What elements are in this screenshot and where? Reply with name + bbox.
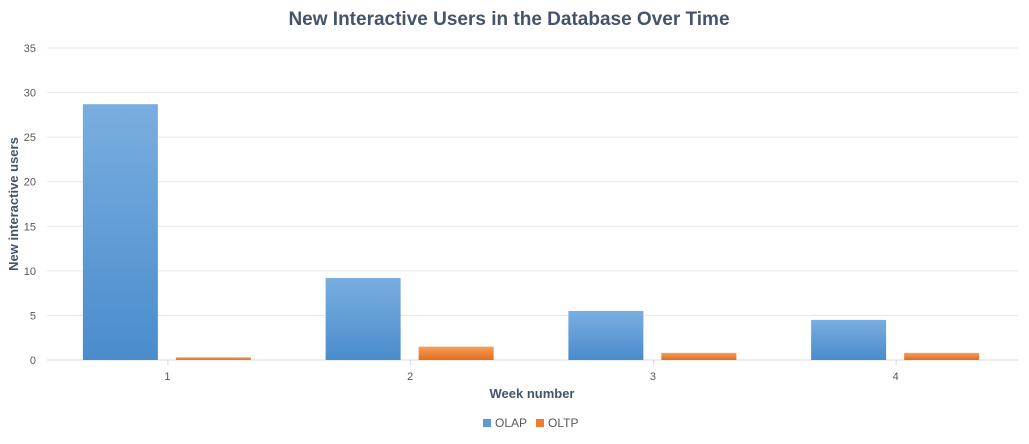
bar-oltp	[175, 357, 251, 360]
x-tick-label: 1	[164, 371, 170, 383]
legend-item-oltp: OLTP	[536, 416, 578, 430]
legend-label: OLAP	[495, 416, 527, 430]
x-tick-label: 2	[407, 371, 413, 383]
legend-item-olap: OLAP	[483, 416, 527, 430]
legend-swatch	[536, 419, 544, 427]
bar-oltp	[904, 352, 980, 360]
y-tick-label: 35	[24, 43, 36, 55]
y-tick-label: 10	[24, 266, 36, 278]
x-tick-label: 4	[893, 371, 899, 383]
bar-oltp	[661, 352, 737, 360]
bar-olap	[568, 310, 644, 360]
y-tick-label: 0	[30, 355, 36, 367]
y-axis-label: New interactive users	[6, 137, 21, 271]
y-tick-label: 25	[24, 132, 36, 144]
gridlines	[47, 47, 1018, 361]
y-tick-label: 15	[24, 221, 36, 233]
x-tick-label: 3	[650, 371, 656, 383]
legend: OLAP OLTP	[483, 416, 578, 430]
y-axis-ticks: 0 5 10 15 20 25 30 35	[24, 43, 36, 367]
bar-olap	[82, 104, 158, 360]
bar-olap	[811, 319, 887, 360]
bar-oltp	[418, 346, 494, 360]
y-tick-label: 30	[24, 88, 36, 100]
legend-label: OLTP	[548, 416, 578, 430]
chart-title: New Interactive Users in the Database Ov…	[288, 9, 729, 30]
bars	[82, 104, 980, 360]
y-tick-label: 20	[24, 177, 36, 189]
y-tick-label: 5	[30, 310, 36, 322]
x-axis-label: Week number	[489, 386, 574, 401]
bar-olap	[325, 277, 401, 360]
x-axis-ticks: 1 2 3 4	[164, 360, 899, 383]
legend-swatch	[483, 419, 491, 427]
